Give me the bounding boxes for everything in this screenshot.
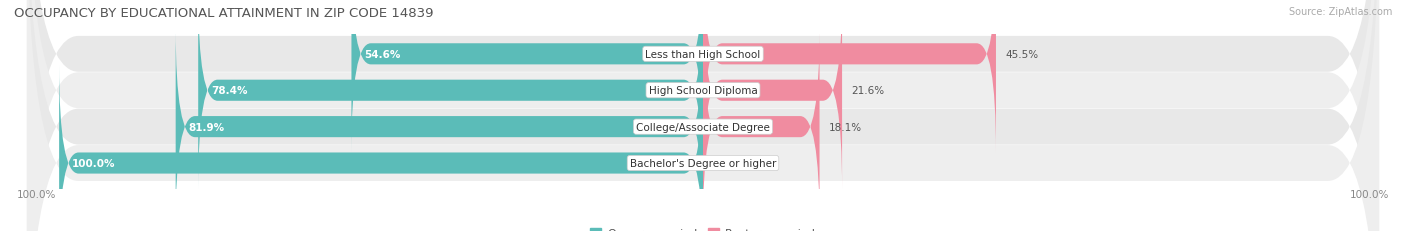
- FancyBboxPatch shape: [198, 0, 703, 189]
- Text: OCCUPANCY BY EDUCATIONAL ATTAINMENT IN ZIP CODE 14839: OCCUPANCY BY EDUCATIONAL ATTAINMENT IN Z…: [14, 7, 433, 20]
- Text: 18.1%: 18.1%: [830, 122, 862, 132]
- Text: 78.4%: 78.4%: [211, 86, 247, 96]
- Text: Source: ZipAtlas.com: Source: ZipAtlas.com: [1288, 7, 1392, 17]
- Text: 100.0%: 100.0%: [1350, 189, 1389, 199]
- FancyBboxPatch shape: [703, 0, 842, 189]
- FancyBboxPatch shape: [27, 0, 1379, 231]
- Text: 54.6%: 54.6%: [364, 50, 401, 60]
- FancyBboxPatch shape: [176, 29, 703, 225]
- Text: 100.0%: 100.0%: [17, 189, 56, 199]
- Text: Bachelor's Degree or higher: Bachelor's Degree or higher: [630, 158, 776, 168]
- FancyBboxPatch shape: [27, 0, 1379, 231]
- FancyBboxPatch shape: [27, 0, 1379, 231]
- FancyBboxPatch shape: [27, 0, 1379, 231]
- Text: 21.6%: 21.6%: [852, 86, 884, 96]
- Text: High School Diploma: High School Diploma: [648, 86, 758, 96]
- FancyBboxPatch shape: [352, 0, 703, 153]
- FancyBboxPatch shape: [59, 65, 703, 231]
- FancyBboxPatch shape: [703, 29, 820, 225]
- Text: 81.9%: 81.9%: [188, 122, 225, 132]
- Text: 45.5%: 45.5%: [1005, 50, 1039, 60]
- Text: College/Associate Degree: College/Associate Degree: [636, 122, 770, 132]
- Text: 0.0%: 0.0%: [713, 158, 740, 168]
- Text: 100.0%: 100.0%: [72, 158, 115, 168]
- FancyBboxPatch shape: [703, 0, 995, 153]
- Text: Less than High School: Less than High School: [645, 50, 761, 60]
- Legend: Owner-occupied, Renter-occupied: Owner-occupied, Renter-occupied: [586, 223, 820, 231]
